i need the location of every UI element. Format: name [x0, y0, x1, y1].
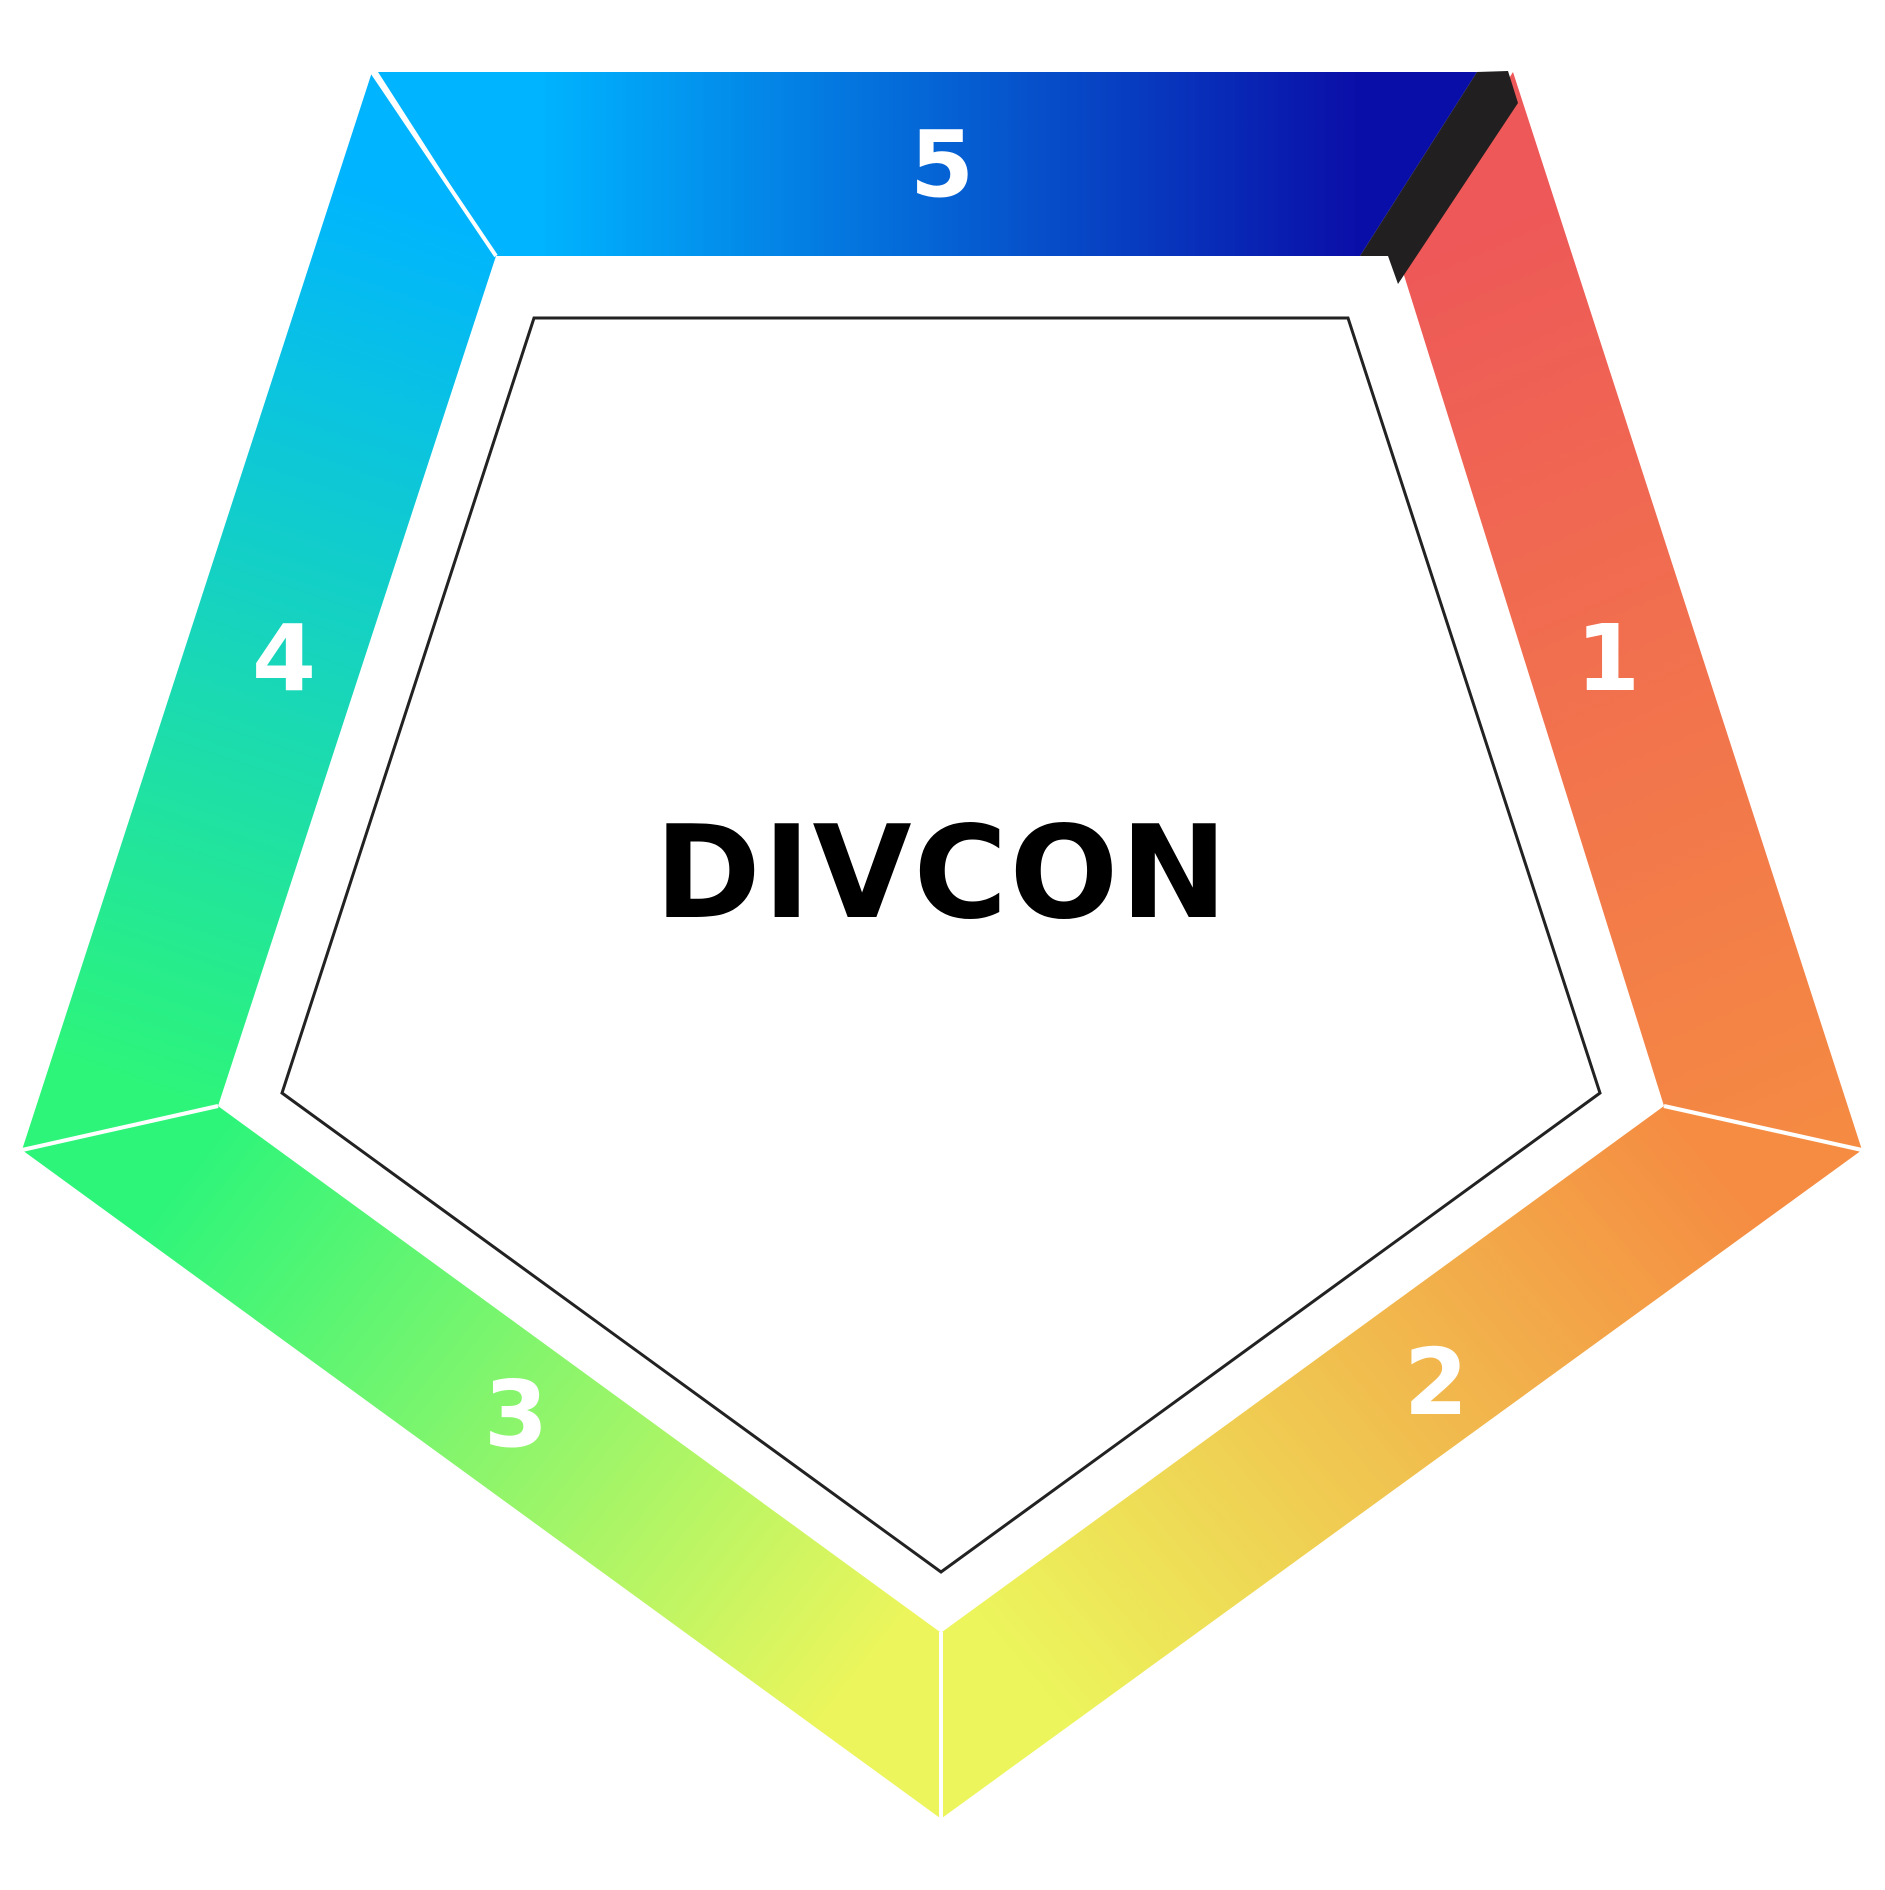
segment-2-label: 2	[1404, 1329, 1468, 1436]
segment-4	[22, 72, 496, 1150]
segment-5	[378, 72, 1477, 256]
segment-separators	[21, 70, 1863, 1818]
segment-3	[22, 1106, 940, 1818]
segment-2	[942, 1106, 1862, 1818]
segment-1-label: 1	[1576, 605, 1640, 712]
corner-seam	[1360, 71, 1518, 284]
segment-1	[1398, 72, 1862, 1150]
center-title: DIVCON	[655, 799, 1230, 948]
segment-3-label: 3	[484, 1361, 548, 1468]
segment-4-label: 4	[252, 605, 316, 712]
segment-5-label: 5	[910, 111, 974, 218]
inner-pentagon-outline	[280, 316, 1602, 1574]
